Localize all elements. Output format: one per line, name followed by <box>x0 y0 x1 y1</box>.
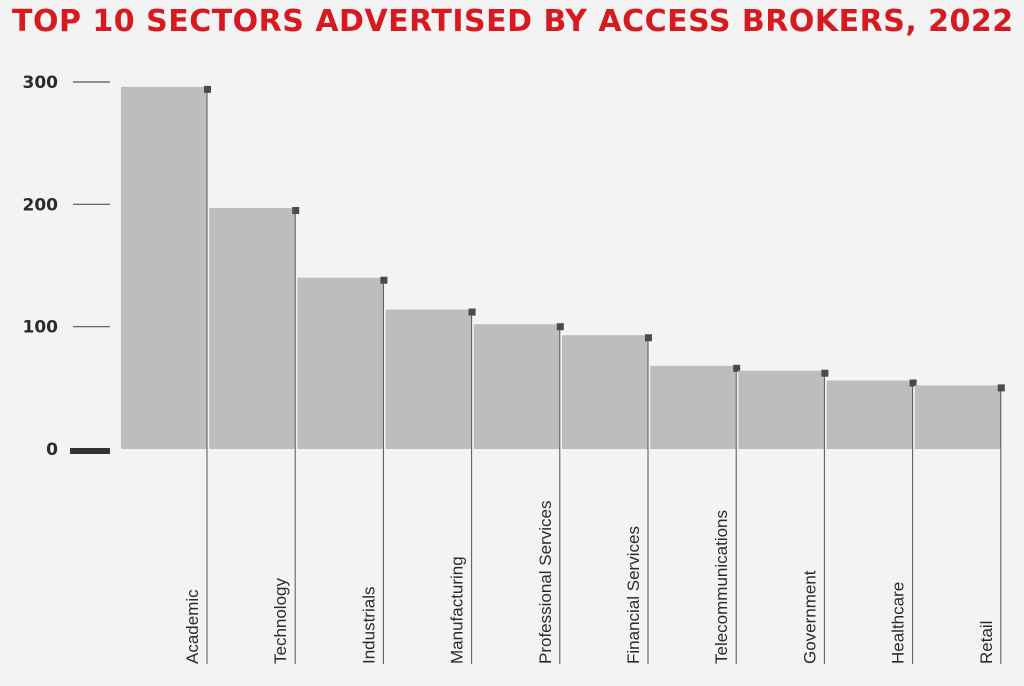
y-tick-label: 200 <box>23 195 59 215</box>
category-label: Industrials <box>359 587 378 664</box>
bar <box>297 277 384 449</box>
bar <box>738 370 825 449</box>
bar-value-marker <box>909 379 917 387</box>
bar-value-marker <box>997 384 1005 392</box>
bar <box>562 335 648 449</box>
bar <box>385 309 472 449</box>
chart-title: TOP 10 SECTORS ADVERTISED BY ACCESS BROK… <box>12 4 1014 39</box>
y-axis-zero-marker <box>70 448 110 454</box>
bar-value-marker <box>645 334 652 342</box>
bar-value-marker <box>204 85 211 93</box>
bar <box>650 365 737 449</box>
y-tick-label: 300 <box>23 73 59 93</box>
y-tick-label: 0 <box>46 440 58 460</box>
bar-value-marker <box>468 308 476 316</box>
category-label: Telecommunications <box>712 510 731 664</box>
bar <box>121 86 207 449</box>
category-label: Professional Services <box>536 501 555 664</box>
bar <box>209 208 296 449</box>
bar <box>473 324 560 449</box>
category-label: Government <box>800 570 819 664</box>
bar <box>914 385 1001 449</box>
bar-value-marker <box>556 323 564 331</box>
category-label: Academic <box>183 589 202 664</box>
category-label: Retail <box>977 621 996 664</box>
bars <box>121 85 1005 664</box>
category-label: Manufacturing <box>448 556 467 664</box>
y-axis: 0 100 200 300 <box>23 73 110 460</box>
bar-value-marker <box>821 369 829 377</box>
bar <box>826 380 913 449</box>
bar-value-marker <box>380 276 388 284</box>
category-label: Financial Services <box>624 526 643 664</box>
y-tick-label: 100 <box>23 318 59 338</box>
category-label: Healthcare <box>889 582 908 664</box>
category-label: Technology <box>271 577 290 664</box>
category-labels: Academic Technology Industrials Manufacturi… <box>183 501 996 664</box>
bar-value-marker <box>292 207 300 215</box>
bar-value-marker <box>733 364 741 372</box>
